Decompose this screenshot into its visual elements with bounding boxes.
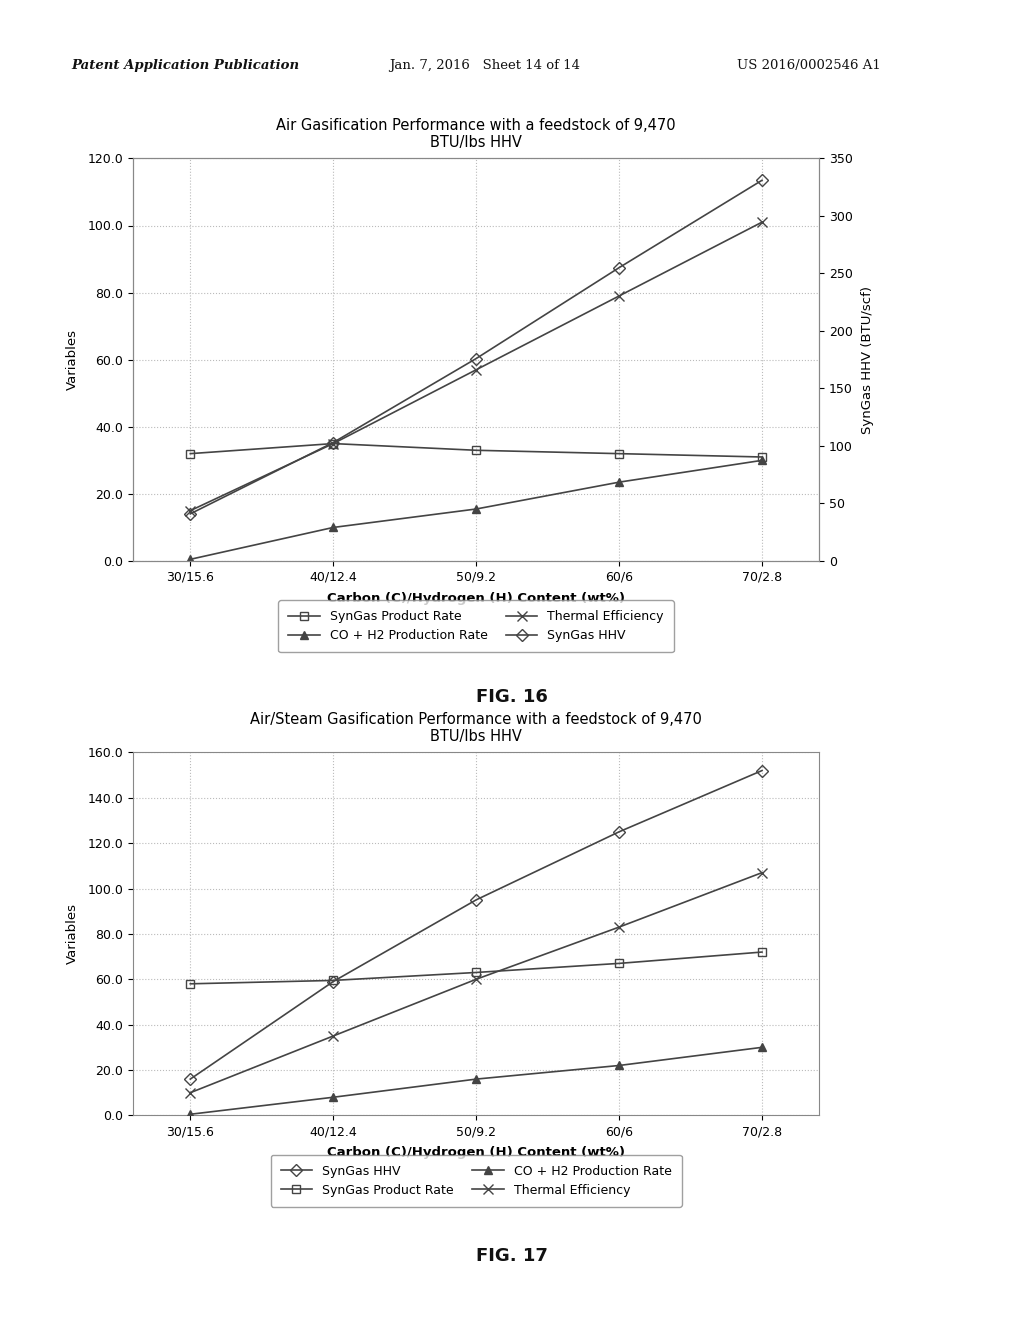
Legend: SynGas HHV, SynGas Product Rate, CO + H2 Production Rate, Thermal Efficiency: SynGas HHV, SynGas Product Rate, CO + H2… (270, 1155, 682, 1206)
Text: Patent Application Publication: Patent Application Publication (72, 59, 300, 73)
X-axis label: Carbon (C)/Hydrogen (H) Content (wt%): Carbon (C)/Hydrogen (H) Content (wt%) (327, 593, 626, 605)
Title: Air/Steam Gasification Performance with a feedstock of 9,470
BTU/lbs HHV: Air/Steam Gasification Performance with … (250, 711, 702, 744)
Text: FIG. 17: FIG. 17 (476, 1246, 548, 1265)
Y-axis label: Variables: Variables (67, 329, 79, 391)
Legend: SynGas Product Rate, CO + H2 Production Rate, Thermal Efficiency, SynGas HHV: SynGas Product Rate, CO + H2 Production … (279, 601, 674, 652)
Text: Jan. 7, 2016   Sheet 14 of 14: Jan. 7, 2016 Sheet 14 of 14 (389, 59, 581, 73)
Text: FIG. 16: FIG. 16 (476, 688, 548, 706)
Title: Air Gasification Performance with a feedstock of 9,470
BTU/lbs HHV: Air Gasification Performance with a feed… (276, 117, 676, 150)
Y-axis label: Variables: Variables (67, 903, 79, 965)
Y-axis label: SynGas HHV (BTU/scf): SynGas HHV (BTU/scf) (861, 285, 874, 434)
Text: US 2016/0002546 A1: US 2016/0002546 A1 (737, 59, 881, 73)
X-axis label: Carbon (C)/Hydrogen (H) Content (wt%): Carbon (C)/Hydrogen (H) Content (wt%) (327, 1147, 626, 1159)
